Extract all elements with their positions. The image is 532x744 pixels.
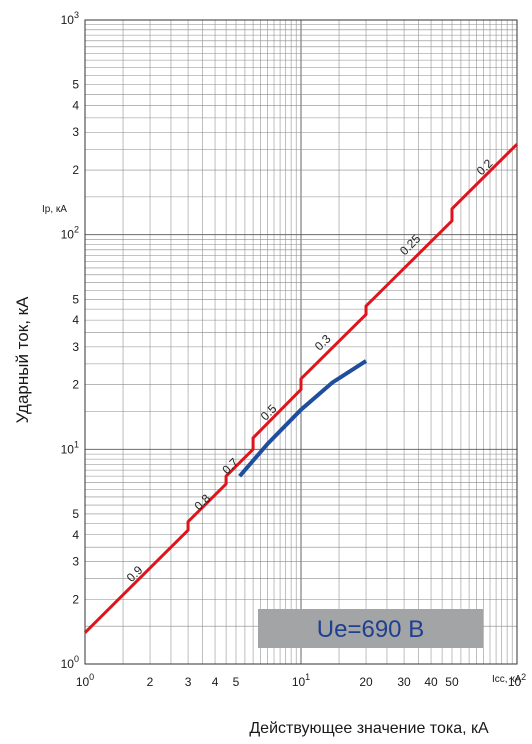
y-tick-label: 3 (72, 340, 79, 354)
x-tick-labels: 100 2 3 4 5 101 20 30 40 50 102 (76, 672, 526, 689)
y-tick-label: 2 (72, 378, 79, 392)
y-tick-label: 4 (72, 98, 79, 112)
y-tick-label: 2 (72, 163, 79, 177)
x-tick-label: 30 (397, 675, 411, 689)
voltage-badge-background (258, 609, 483, 648)
y-tick-label: 5 (72, 292, 79, 306)
y-axis-title: Ударный ток, кА (13, 296, 32, 423)
x-tick-label: 102 (508, 672, 526, 689)
y-tick-label: 5 (72, 507, 79, 521)
x-unit-label: Icc, кА (492, 674, 522, 685)
x-axis-title: Действующее значение тока, кА (249, 720, 489, 737)
y-tick-label: 100 (61, 654, 79, 671)
voltage-badge-text: Ue=690 В (317, 616, 424, 643)
plot-frame (84, 19, 518, 665)
x-tick-label: 20 (359, 675, 373, 689)
x-tick-label: 3 (185, 675, 192, 689)
cos-phi-label: 0.7 (219, 455, 241, 477)
x-tick-label: 5 (233, 675, 240, 689)
cos-phi-label: 0.8 (191, 491, 213, 513)
y-tick-label: 4 (72, 528, 79, 542)
y-tick-label: 102 (61, 225, 79, 242)
y-tick-label: 2 (72, 592, 79, 606)
cos-phi-label: 0.5 (258, 401, 280, 423)
x-tick-label: 2 (147, 675, 154, 689)
peak-current-line (83, 143, 519, 634)
x-tick-label: 101 (292, 672, 310, 689)
x-tick-label: 4 (212, 675, 219, 689)
y-tick-label: 4 (72, 313, 79, 327)
x-tick-label: 40 (424, 675, 438, 689)
limited-current-line (238, 359, 368, 478)
series-layer (83, 143, 519, 634)
y-tick-label: 103 (61, 10, 79, 27)
y-unit-label: Ip, кА (42, 204, 67, 215)
y-tick-label: 3 (72, 555, 79, 569)
chart-grid (85, 20, 517, 664)
cos-phi-label: 0.9 (124, 563, 146, 585)
x-tick-label: 50 (445, 675, 459, 689)
cos-phi-label: 0.2 (474, 156, 496, 178)
y-tick-labels: 100 2 3 4 5 101 2 3 4 5 102 2 3 4 5 103 (61, 10, 80, 671)
x-tick-label: 100 (76, 672, 94, 689)
y-tick-label: 101 (61, 439, 79, 456)
y-tick-label: 3 (72, 125, 79, 139)
y-tick-label: 5 (72, 78, 79, 92)
voltage-badge: Ue=690 В (258, 609, 483, 648)
